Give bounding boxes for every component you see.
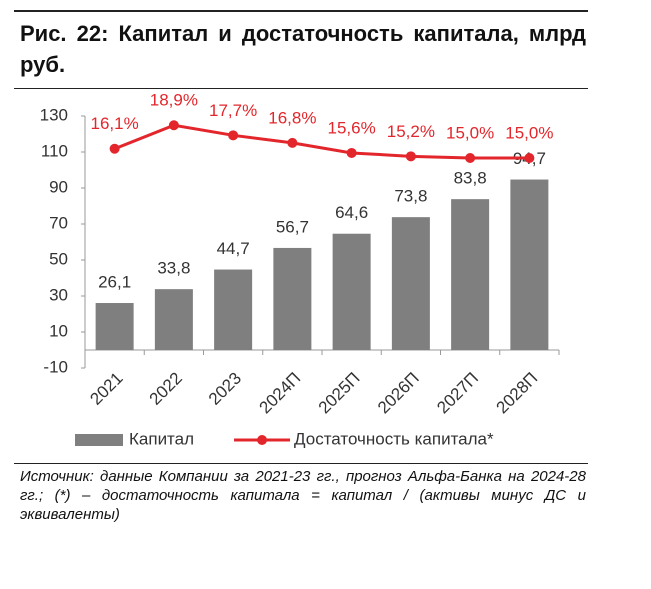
rule: [14, 88, 588, 89]
x-tick-label: 2025П: [315, 369, 364, 418]
legend-swatch: [75, 434, 123, 446]
line: [114, 123, 530, 160]
line-value-label: 16,8%: [268, 108, 316, 127]
x-tick-label: 2026П: [374, 369, 423, 418]
legend-label: Достаточность капитала*: [294, 429, 494, 448]
line-marker: [228, 130, 239, 141]
x-tick-label: 2028П: [493, 369, 542, 418]
line-value-label: 15,6%: [328, 118, 376, 137]
bar: [510, 179, 549, 350]
y-tick-label: 30: [49, 285, 68, 304]
x-tick-label: 2022: [146, 369, 186, 409]
line-value-label: 15,2%: [387, 122, 435, 141]
line-marker: [109, 143, 120, 154]
bar: [214, 269, 253, 350]
bar: [95, 303, 134, 350]
y-tick-label: -10: [43, 357, 68, 376]
bar: [391, 217, 430, 350]
line-marker: [346, 147, 357, 158]
line-value-label: 18,9%: [150, 91, 198, 110]
bar-value-label: 33,8: [157, 259, 190, 278]
line-marker: [465, 153, 476, 163]
bar-value-label: 26,1: [98, 273, 131, 292]
line-value-label: 15,0%: [446, 123, 494, 142]
rule: [14, 10, 588, 12]
bar-value-label: 56,7: [276, 217, 309, 236]
line-marker: [168, 120, 179, 131]
legend-label: Капитал: [129, 429, 194, 448]
bar-value-label: 64,6: [335, 203, 368, 222]
line-value-label: 15,0%: [505, 123, 553, 142]
line-marker: [405, 151, 416, 162]
rule: [14, 463, 588, 464]
line-marker: [287, 137, 298, 148]
bar: [154, 289, 193, 350]
legend-swatch: [257, 435, 268, 445]
y-tick-label: 90: [49, 177, 68, 196]
bar: [273, 247, 312, 350]
bar: [332, 233, 371, 350]
line-marker: [524, 153, 535, 163]
y-tick-label: 130: [40, 105, 68, 124]
bar-value-label: 73,8: [394, 187, 427, 206]
y-tick-label: 110: [41, 141, 68, 160]
line-value-label: 17,7%: [209, 101, 257, 120]
x-tick-label: 2024П: [256, 369, 305, 418]
bar-value-label: 83,8: [454, 169, 487, 188]
x-tick-label: 2027П: [433, 369, 482, 418]
source-note: Источник: данные Компании за 2021-23 гг.…: [20, 468, 586, 523]
bar: [451, 199, 490, 350]
y-tick-label: 10: [49, 321, 68, 340]
y-tick-label: 70: [49, 213, 68, 232]
bar-value-label: 44,7: [217, 239, 250, 258]
x-tick-label: 2023: [205, 369, 245, 409]
x-tick-label: 2021: [86, 369, 126, 409]
line-value-label: 16,1%: [91, 114, 139, 133]
chart-title: Рис. 22: Капитал и достаточность капитал…: [20, 21, 586, 77]
y-tick-label: 50: [49, 249, 68, 268]
